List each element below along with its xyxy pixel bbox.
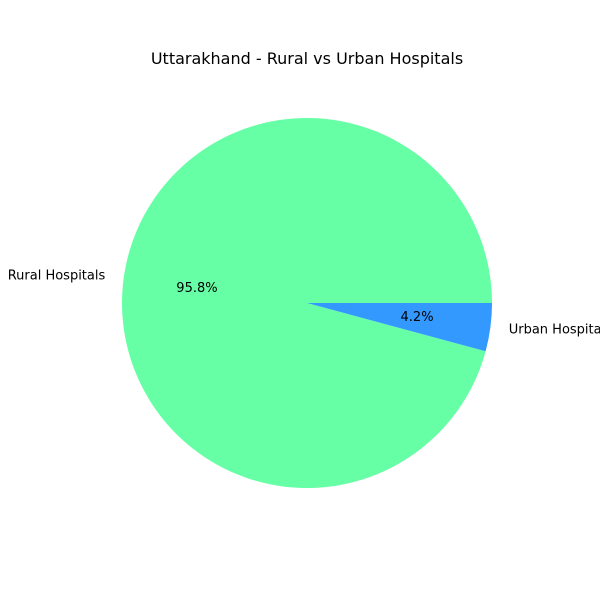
slice-label-urban-hospitals: Urban Hospitals: [509, 322, 600, 337]
pie-slice-rural-hospitals: [122, 118, 493, 489]
chart-title: Uttarakhand - Rural vs Urban Hospitals: [151, 49, 463, 68]
percent-label-rural-hospitals: 95.8%: [176, 281, 217, 296]
slice-label-rural-hospitals: Rural Hospitals: [8, 269, 106, 284]
percent-label-urban-hospitals: 4.2%: [401, 310, 434, 325]
pie-labels: Rural Hospitals 95.8% Urban Hospitals 4.2%: [8, 269, 600, 338]
pie-slices: [122, 118, 493, 489]
pie-slice-urban-hospitals: [307, 303, 492, 352]
